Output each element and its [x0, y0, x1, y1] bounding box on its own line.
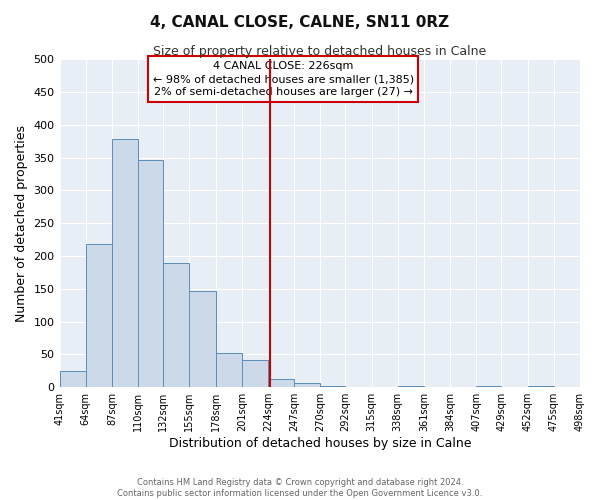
Text: Contains HM Land Registry data © Crown copyright and database right 2024.
Contai: Contains HM Land Registry data © Crown c…: [118, 478, 482, 498]
Y-axis label: Number of detached properties: Number of detached properties: [15, 124, 28, 322]
Title: Size of property relative to detached houses in Calne: Size of property relative to detached ho…: [153, 45, 487, 58]
Bar: [112, 139, 138, 387]
Bar: [59, 371, 86, 387]
Bar: [294, 382, 320, 387]
Bar: [215, 353, 242, 387]
Bar: [86, 244, 112, 387]
Bar: [138, 160, 163, 387]
Bar: [163, 262, 190, 387]
Bar: [398, 386, 424, 387]
Text: 4 CANAL CLOSE: 226sqm
← 98% of detached houses are smaller (1,385)
2% of semi-de: 4 CANAL CLOSE: 226sqm ← 98% of detached …: [153, 61, 414, 97]
Bar: [268, 378, 294, 387]
Bar: [320, 386, 346, 387]
Bar: [242, 360, 268, 387]
Bar: [527, 386, 554, 387]
Text: 4, CANAL CLOSE, CALNE, SN11 0RZ: 4, CANAL CLOSE, CALNE, SN11 0RZ: [151, 15, 449, 30]
Bar: [190, 292, 215, 387]
Bar: [476, 386, 502, 387]
X-axis label: Distribution of detached houses by size in Calne: Distribution of detached houses by size …: [169, 437, 471, 450]
